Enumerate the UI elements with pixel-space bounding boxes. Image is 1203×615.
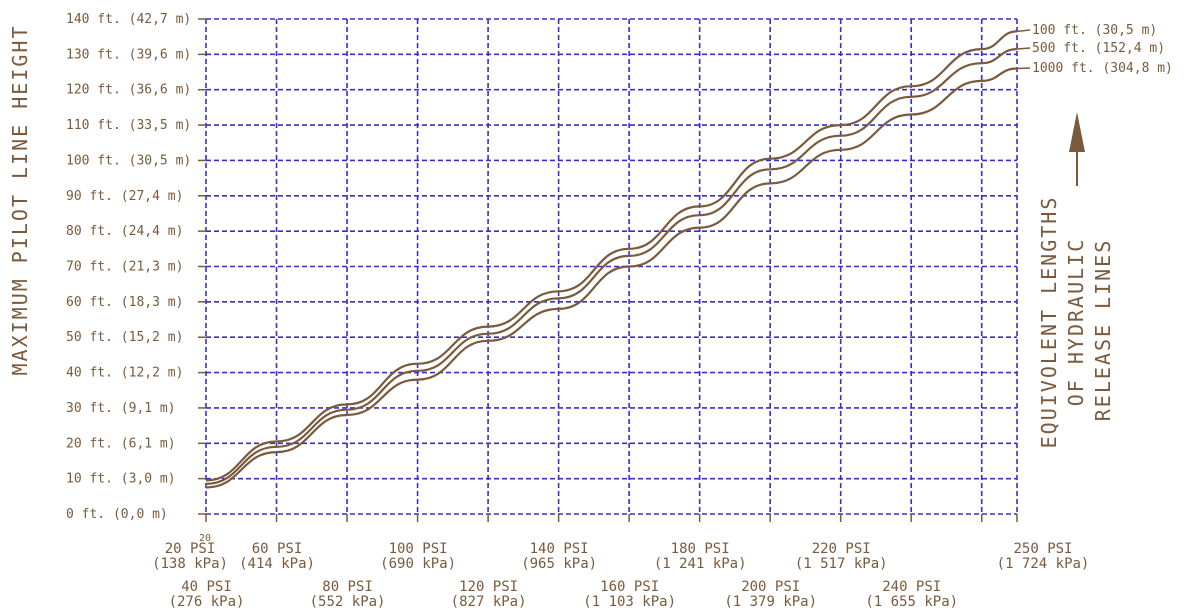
x-tick-psi-label: 160 PSI (600, 579, 659, 595)
series-lines (205, 30, 1018, 489)
series-label: 1000 ft. (304,8 m) (1032, 61, 1173, 76)
y-tick-label: 80 ft. (24,4 m) (66, 224, 183, 239)
y-tick-label: 60 ft. (18,3 m) (66, 295, 183, 310)
corner-label: 20 (199, 533, 211, 544)
series-line (205, 67, 1018, 489)
series-label-leader (1016, 67, 1031, 70)
y-tick-label: 70 ft. (21,3 m) (66, 260, 183, 275)
x-tick-psi-label: 220 PSI (812, 541, 871, 557)
series-label-leader (1016, 47, 1031, 50)
legend-title-line-2: OF HYDRAULIC (1064, 238, 1088, 407)
x-tick-kpa-label: (690 kPa) (380, 556, 456, 572)
series-line (205, 30, 1018, 482)
y-tick-label: 120 ft. (36,6 m) (66, 83, 191, 98)
y-tick-label: 50 ft. (15,2 m) (66, 330, 183, 345)
y-tick-label: 40 ft. (12,2 m) (66, 366, 183, 381)
y-tick-label: 110 ft. (33,5 m) (66, 118, 191, 133)
legend-title-line-1: EQUIVOLENT LENGTHS (1037, 196, 1061, 449)
x-tick-kpa-label: (1 241 kPa) (654, 556, 747, 572)
x-tick-kpa-label: (138 kPa) (152, 556, 228, 572)
x-tick-psi-label: 120 PSI (459, 579, 518, 595)
x-tick-kpa-label: (276 kPa) (169, 594, 245, 610)
x-tick-kpa-label: (1 517 kPa) (795, 556, 888, 572)
y-tick-label: 20 ft. (6,1 m) (66, 436, 176, 451)
x-tick-kpa-label: (827 kPa) (451, 594, 527, 610)
x-tick-psi-label: 80 PSI (322, 579, 373, 595)
series-label: 100 ft. (30,5 m) (1032, 23, 1157, 38)
y-tick-label: 140 ft. (42,7 m) (66, 12, 191, 27)
x-tick-psi-label: 60 PSI (252, 541, 303, 557)
x-tick-psi-label: 20 PSI (165, 541, 216, 557)
x-tick-psi-label: 180 PSI (671, 541, 730, 557)
y-axis-title: MAXIMUM PILOT LINE HEIGHT (8, 24, 32, 375)
y-tick-label: 0 ft. (0,0 m) (66, 507, 168, 522)
x-axis-ticks: 20 PSI(138 kPa) 40 PSI(276 kPa) 60 PSI(414… (152, 514, 1089, 610)
legend-title: EQUIVOLENT LENGTHS OF HYDRAULIC RELEASE … (1037, 196, 1115, 449)
up-arrow-icon (1069, 112, 1085, 186)
y-axis-ticks: 0 ft. (0,0 m) 10 ft. (3,0 m) 20 ft. (6,1 m… (66, 12, 206, 522)
legend-title-line-3: RELEASE LINES (1091, 239, 1115, 422)
series-line (205, 48, 1018, 485)
y-tick-label: 30 ft. (9,1 m) (66, 401, 176, 416)
y-tick-label: 130 ft. (39,6 m) (66, 47, 191, 62)
series-labels: 100 ft. (30,5 m) 500 ft. (152,4 m) 1000 ft… (1016, 23, 1173, 76)
x-tick-kpa-label: (1 379 kPa) (724, 594, 817, 610)
x-tick-psi-label: 240 PSI (882, 579, 941, 595)
series-label: 500 ft. (152,4 m) (1032, 41, 1165, 56)
x-tick-psi-label: 200 PSI (741, 579, 800, 595)
x-tick-kpa-label: (965 kPa) (521, 556, 597, 572)
x-tick-psi-label: 140 PSI (530, 541, 589, 557)
series-label-leader (1016, 29, 1031, 33)
x-tick-psi-label: 40 PSI (181, 579, 232, 595)
grid (205, 18, 1018, 515)
x-tick-kpa-label: (414 kPa) (239, 556, 315, 572)
x-tick-psi-label: 100 PSI (389, 541, 448, 557)
x-tick-kpa-label: (552 kPa) (310, 594, 386, 610)
x-tick-psi-label: 250 PSI (1013, 541, 1072, 557)
x-tick-kpa-label: (1 103 kPa) (583, 594, 676, 610)
x-tick-kpa-label: (1 655 kPa) (865, 594, 958, 610)
y-tick-label: 10 ft. (3,0 m) (66, 472, 176, 487)
y-tick-label: 90 ft. (27,4 m) (66, 189, 183, 204)
x-tick-kpa-label: (1 724 kPa) (997, 556, 1090, 572)
y-tick-label: 100 ft. (30,5 m) (66, 153, 191, 168)
